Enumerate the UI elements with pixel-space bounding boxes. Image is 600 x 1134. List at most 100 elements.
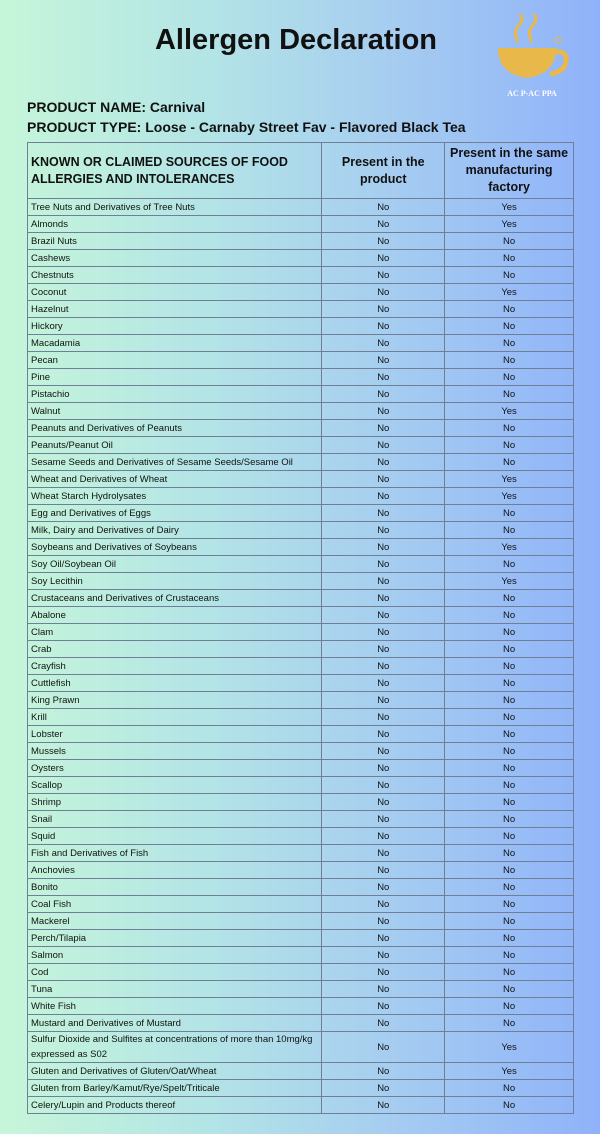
table-row: Macadamia No No — [26, 334, 574, 352]
present-in-product: No — [321, 725, 446, 743]
present-in-product: No — [321, 759, 446, 777]
present-in-factory: No — [444, 419, 574, 437]
present-in-factory: Yes — [444, 538, 574, 556]
present-in-factory: No — [444, 725, 574, 743]
table-row: Cashews No No — [26, 249, 574, 267]
allergen-name: Oysters — [26, 759, 323, 777]
table-row: Hazelnut No No — [26, 300, 574, 318]
present-in-factory: No — [444, 1096, 574, 1114]
allergen-name: Mustard and Derivatives of Mustard — [26, 1014, 323, 1032]
allergen-name: Cashews — [26, 249, 323, 267]
table-row: Clam No No — [26, 623, 574, 641]
present-in-factory: No — [444, 334, 574, 352]
allergen-name: Mussels — [26, 742, 323, 760]
present-in-factory: No — [444, 776, 574, 794]
present-in-product: No — [321, 776, 446, 794]
present-in-product: No — [321, 436, 446, 454]
present-in-factory: No — [444, 844, 574, 862]
present-in-product: No — [321, 504, 446, 522]
present-in-product: No — [321, 300, 446, 318]
present-in-factory: No — [444, 266, 574, 284]
present-in-factory: No — [444, 436, 574, 454]
present-in-product: No — [321, 895, 446, 913]
allergen-name: Snail — [26, 810, 323, 828]
table-row: Gluten from Barley/Kamut/Rye/Spelt/Triti… — [26, 1079, 574, 1097]
present-in-product: No — [321, 810, 446, 828]
allergen-name: Soybeans and Derivatives of Soybeans — [26, 538, 323, 556]
present-in-factory: No — [444, 606, 574, 624]
table-row: Peanuts/Peanut Oil No No — [26, 436, 574, 454]
table-row: White Fish No No — [26, 997, 574, 1015]
present-in-factory: No — [444, 827, 574, 845]
allergen-name: Walnut — [26, 402, 323, 420]
present-in-factory: No — [444, 708, 574, 726]
present-in-factory: No — [444, 895, 574, 913]
present-in-factory: Yes — [444, 487, 574, 505]
present-in-product: No — [321, 1031, 446, 1063]
present-in-factory: No — [444, 385, 574, 403]
present-in-factory: No — [444, 929, 574, 947]
allergen-name: Pistachio — [26, 385, 323, 403]
present-in-product: No — [321, 368, 446, 386]
table-row: Gluten and Derivatives of Gluten/Oat/Whe… — [26, 1062, 574, 1080]
present-in-product: No — [321, 453, 446, 471]
table-row: Brazil Nuts No No — [26, 232, 574, 250]
allergen-name: Abalone — [26, 606, 323, 624]
header-present-product: Present in the product — [321, 142, 446, 199]
allergen-name: Mackerel — [26, 912, 323, 930]
present-in-factory: No — [444, 674, 574, 692]
table-row: Lobster No No — [26, 725, 574, 743]
present-in-product: No — [321, 1062, 446, 1080]
present-in-product: No — [321, 487, 446, 505]
table-row: Milk, Dairy and Derivatives of Dairy No No — [26, 521, 574, 539]
present-in-product: No — [321, 708, 446, 726]
table-row: Chestnuts No No — [26, 266, 574, 284]
present-in-product: No — [321, 470, 446, 488]
present-in-factory: Yes — [444, 1062, 574, 1080]
allergen-name: Sesame Seeds and Derivatives of Sesame S… — [26, 453, 323, 471]
table-row: Shrimp No No — [26, 793, 574, 811]
present-in-factory: Yes — [444, 402, 574, 420]
allergen-name: Pecan — [26, 351, 323, 369]
present-in-factory: No — [444, 317, 574, 335]
present-in-product: No — [321, 402, 446, 420]
table-row: Sesame Seeds and Derivatives of Sesame S… — [26, 453, 574, 471]
allergen-name: White Fish — [26, 997, 323, 1015]
table-row: Peanuts and Derivatives of Peanuts No No — [26, 419, 574, 437]
table-row: Abalone No No — [26, 606, 574, 624]
present-in-product: No — [321, 232, 446, 250]
allergen-name: Anchovies — [26, 861, 323, 879]
table-row: Fish and Derivatives of Fish No No — [26, 844, 574, 862]
present-in-factory: Yes — [444, 198, 574, 216]
allergen-name: Milk, Dairy and Derivatives of Dairy — [26, 521, 323, 539]
present-in-product: No — [321, 1079, 446, 1097]
allergen-name: Wheat and Derivatives of Wheat — [26, 470, 323, 488]
present-in-product: No — [321, 215, 446, 233]
present-in-product: No — [321, 521, 446, 539]
present-in-factory: No — [444, 980, 574, 998]
allergen-name: Hickory — [26, 317, 323, 335]
allergen-name: Fish and Derivatives of Fish — [26, 844, 323, 862]
table-row: Hickory No No — [26, 317, 574, 335]
present-in-factory: No — [444, 810, 574, 828]
present-in-factory: No — [444, 555, 574, 573]
page-title: Allergen Declaration — [154, 24, 438, 56]
allergen-name: Gluten from Barley/Kamut/Rye/Spelt/Triti… — [26, 1079, 323, 1097]
present-in-factory: No — [444, 657, 574, 675]
table-header: KNOWN OR CLAIMED SOURCES OF FOOD ALLERGI… — [26, 142, 574, 199]
table-row: Pine No No — [26, 368, 574, 386]
present-in-product: No — [321, 929, 446, 947]
present-in-factory: No — [444, 742, 574, 760]
present-in-factory: No — [444, 878, 574, 896]
present-in-factory: Yes — [444, 470, 574, 488]
present-in-product: No — [321, 266, 446, 284]
present-in-product: No — [321, 793, 446, 811]
present-in-factory: No — [444, 249, 574, 267]
table-row: King Prawn No No — [26, 691, 574, 709]
present-in-factory: No — [444, 300, 574, 318]
allergen-name: Shrimp — [26, 793, 323, 811]
allergen-name: Squid — [26, 827, 323, 845]
present-in-product: No — [321, 657, 446, 675]
allergen-name: Clam — [26, 623, 323, 641]
allergen-name: Scallop — [26, 776, 323, 794]
